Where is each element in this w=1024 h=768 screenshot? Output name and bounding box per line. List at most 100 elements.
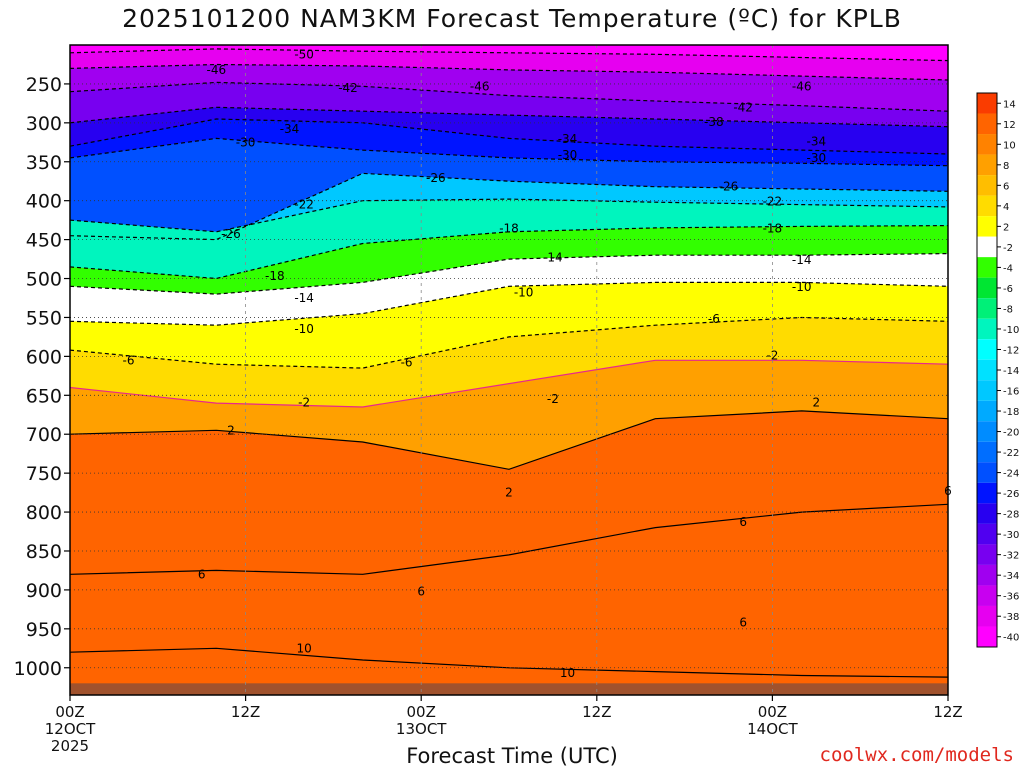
contour-line-2 (69, 410, 949, 470)
contour-label: -2 (547, 392, 559, 406)
y-tick-label: 750 (26, 463, 62, 485)
colorbar-label: 6 (1003, 181, 1009, 192)
contour-line-m14 (69, 253, 949, 295)
colorbar-label: -40 (1003, 633, 1019, 644)
contour-label: -30 (558, 148, 578, 162)
colorbar-label: -30 (1003, 530, 1019, 541)
colorbar-swatch (977, 195, 997, 217)
colorbar-label: -12 (1003, 345, 1019, 356)
contour-label: 10 (296, 641, 311, 655)
contour-label: -2 (766, 349, 778, 363)
colorbar-swatch (977, 359, 997, 381)
colorbar-label: -16 (1003, 387, 1019, 398)
contour-label: -34 (280, 122, 300, 136)
colorbar-swatch (977, 175, 997, 196)
y-tick-label: 650 (26, 385, 62, 407)
colorbar-label: -10 (1003, 325, 1019, 336)
colorbar-swatch (977, 154, 997, 176)
contour-label: -6 (123, 353, 135, 367)
contour-label: 2 (227, 423, 235, 437)
x-tick-label: 13OCT (396, 720, 447, 738)
colorbar-label: -26 (1003, 489, 1019, 500)
contour-label: 6 (198, 567, 206, 581)
contour-label: 2 (505, 486, 513, 500)
credit-link[interactable]: coolwx.com/models (819, 744, 1014, 766)
contour-label: 2 (812, 395, 820, 409)
y-tick-label: 400 (26, 191, 62, 213)
colorbar-swatch (977, 113, 997, 135)
colorbar-swatch (977, 421, 997, 442)
x-tick-label: 00Z (758, 703, 787, 721)
contour-label: 10 (560, 666, 575, 680)
contour-label: -34 (558, 132, 578, 146)
contour-line-m46 (69, 63, 949, 81)
contour-line-m34 (69, 118, 949, 155)
y-tick-label: 1000 (14, 658, 62, 680)
field-band-14 (70, 504, 948, 695)
contour-label: -42 (733, 100, 753, 114)
x-tick-label: 12Z (933, 703, 962, 721)
contour-label: -26 (221, 227, 241, 241)
chart-title: 2025101200 NAM3KM Forecast Temperature (… (122, 4, 902, 33)
colorbar-label: -28 (1003, 510, 1019, 521)
contour-line-m2 (69, 359, 949, 408)
contour-label: 6 (417, 584, 425, 598)
contour-label: -22 (294, 198, 314, 212)
colorbar-swatch (977, 93, 997, 114)
contour-line-m50 (69, 48, 949, 62)
x-tick-label: 14OCT (747, 720, 798, 738)
colorbar-swatch (977, 277, 997, 299)
colorbar-swatch (977, 441, 997, 463)
colorbar-label: -8 (1003, 304, 1013, 315)
contour-label: -6 (401, 356, 413, 370)
contour-label: -18 (763, 222, 783, 236)
colorbar-swatch (977, 236, 997, 258)
contour-label: -6 (708, 312, 720, 326)
colorbar-label: -38 (1003, 612, 1019, 623)
colorbar-swatch (977, 544, 997, 565)
contour-line-m6 (69, 316, 949, 369)
contour-label: 6 (739, 616, 747, 630)
plot-frame (69, 44, 949, 696)
y-tick-label: 600 (26, 346, 62, 368)
colorbar-swatch (977, 482, 997, 504)
y-tick-label: 500 (26, 269, 62, 291)
colorbar-swatch (977, 605, 997, 627)
contour-line-m10 (69, 281, 949, 326)
contour-line-m38 (69, 106, 949, 128)
colorbar-label: -2 (1003, 243, 1013, 254)
y-tick-label: 300 (26, 113, 62, 135)
colorbar-swatch (977, 585, 997, 606)
colorbar-label: -18 (1003, 407, 1019, 418)
colorbar-label: -14 (1003, 366, 1019, 377)
y-tick-label: 950 (26, 619, 62, 641)
contour-label: -22 (763, 194, 783, 208)
contour-label: -38 (704, 115, 724, 129)
colorbar-swatch (977, 462, 997, 483)
colorbar-swatch (977, 298, 997, 319)
x-tick-label: 2025 (51, 737, 89, 755)
colorbar-label: 10 (1003, 140, 1016, 151)
colorbar-swatch (977, 626, 997, 647)
ground-strip (70, 683, 948, 695)
colorbar-swatch (977, 523, 997, 545)
contour-label: -26 (719, 180, 739, 194)
contour-line-10 (69, 647, 949, 678)
x-tick-label: 12Z (582, 703, 611, 721)
y-tick-label: 550 (26, 307, 62, 329)
y-tick-label: 350 (26, 152, 62, 174)
contour-label: -2 (298, 395, 310, 409)
colorbar-label: 2 (1003, 222, 1009, 233)
contour-label: -30 (806, 151, 826, 165)
contour-label: -42 (338, 81, 358, 95)
x-tick-label: 12OCT (45, 720, 96, 738)
contour-label: -46 (207, 63, 227, 77)
colorbar-swatch (977, 564, 997, 586)
y-tick-label: 450 (26, 230, 62, 252)
contour-label: -10 (792, 280, 812, 294)
colorbar-label: -34 (1003, 571, 1019, 582)
contour-line-m30 (69, 137, 949, 167)
colorbar-label: -32 (1003, 551, 1019, 562)
